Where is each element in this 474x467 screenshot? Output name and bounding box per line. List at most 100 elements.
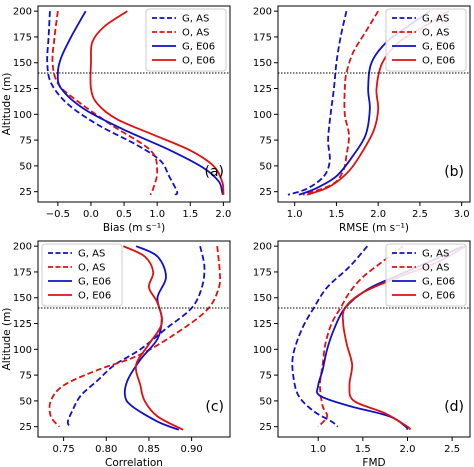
x-tick-label: 2.0 (215, 209, 231, 220)
legend-box (145, 8, 227, 72)
series-line-g-e06 (123, 245, 180, 431)
series-line-o-as (317, 245, 404, 428)
legend-entry: O, AS (422, 28, 449, 39)
x-tick-label: −0.5 (46, 209, 70, 220)
panel-c: 25 50 75 100 125 150 175 200 0.75 0.80 0.85 0.90 Cor… (1, 240, 231, 467)
legend: G, AS O, AS G, E06 O, E06 (385, 243, 467, 307)
legend: G, AS O, AS G, E06 O, E06 (41, 243, 123, 307)
legend-entry: G, AS (422, 14, 449, 25)
x-tick-label: 0.75 (52, 444, 74, 455)
y-tick-label: 125 (13, 319, 32, 330)
y-tick-label: 125 (13, 84, 32, 95)
legend-entry: O, E06 (422, 291, 455, 302)
x-axis-label: Correlation (105, 457, 163, 467)
legend-entry: G, E06 (422, 42, 455, 53)
panel-a: 25 50 75 100 125 150 175 200 −0.5 0.0 0.5 1.0 1.5 2.0… (1, 5, 231, 234)
x-tick-label: 1.0 (310, 444, 326, 455)
series-line-g-as (46, 11, 179, 196)
panel-label: (a) (204, 164, 224, 180)
y-tick-label: 150 (13, 58, 32, 69)
panel-b: 25 50 75 100 125 150 175 200 1.0 1.5 2.0 2.5 3.0 RMSE… (253, 5, 471, 234)
legend-entry: O, E06 (78, 291, 111, 302)
y-tick-label: 50 (19, 396, 32, 407)
x-tick-label: 1.0 (149, 209, 165, 220)
x-tick-label: 1.5 (182, 209, 198, 220)
y-tick-label: 75 (259, 136, 272, 147)
y-tick-label: 175 (253, 267, 272, 278)
y-tick-label: 50 (259, 161, 272, 172)
y-tick-label: 100 (253, 345, 272, 356)
y-tick-label: 50 (259, 396, 272, 407)
series-line-g-as (66, 245, 206, 428)
legend-box (385, 8, 467, 72)
x-axis-label: RMSE (m s⁻¹) (339, 222, 409, 234)
series-line-o-e06 (89, 10, 225, 195)
y-tick-label: 125 (253, 84, 272, 95)
panel-label: (b) (444, 164, 464, 180)
y-tick-label: 25 (259, 187, 272, 198)
x-tick-label: 2.0 (370, 209, 386, 220)
y-tick-label: 100 (13, 345, 32, 356)
y-tick-label: 150 (253, 293, 272, 304)
y-tick-label: 200 (13, 242, 32, 253)
x-tick-label: 2.5 (412, 209, 428, 220)
y-tick-label: 25 (19, 422, 32, 433)
y-tick-label: 75 (19, 371, 32, 382)
y-tick-label: 175 (13, 32, 32, 43)
series-line-o-as (48, 246, 222, 428)
plot-frame (37, 5, 231, 203)
x-tick-label: 0.5 (116, 209, 132, 220)
legend-entry: G, AS (78, 249, 105, 260)
y-tick-label: 150 (13, 293, 32, 304)
legend-entry: G, AS (422, 249, 449, 260)
plot-frame (277, 240, 471, 438)
x-tick-label: 2.5 (444, 444, 460, 455)
series-line-o-e06 (122, 245, 184, 431)
y-tick-label: 25 (19, 187, 32, 198)
x-tick-label: 0.85 (138, 444, 160, 455)
legend-entry: G, E06 (182, 42, 215, 53)
series-group (46, 10, 225, 196)
y-tick-label: 200 (13, 7, 32, 18)
series-line-o-as (51, 11, 159, 196)
y-axis-label: Altitude (m) (1, 73, 13, 136)
x-axis-label: FMD (362, 457, 385, 467)
plot-frame (37, 240, 231, 438)
legend-entry: G, AS (182, 14, 209, 25)
series-line-g-as (287, 10, 348, 196)
y-tick-label: 125 (253, 319, 272, 330)
y-tick-label: 75 (259, 371, 272, 382)
y-tick-label: 150 (253, 58, 272, 69)
legend-box (385, 243, 467, 307)
x-axis-label: Bias (m s⁻¹) (103, 222, 165, 234)
y-tick-label: 25 (259, 422, 272, 433)
series-line-o-as (302, 10, 379, 196)
series-group (48, 245, 222, 431)
x-tick-label: 0.0 (83, 209, 99, 220)
legend-entry: O, AS (422, 263, 449, 274)
y-axis-label: Altitude (m) (1, 308, 13, 371)
x-tick-label: 3.0 (454, 209, 470, 220)
panel-label: (c) (205, 399, 224, 415)
x-tick-label: 1.0 (287, 209, 303, 220)
x-tick-label: 0.80 (95, 444, 117, 455)
legend-entry: O, AS (182, 28, 209, 39)
legend-entry: G, E06 (78, 277, 111, 288)
y-tick-label: 100 (13, 110, 32, 121)
x-tick-label: 0.90 (180, 444, 202, 455)
legend-entry: G, E06 (422, 277, 455, 288)
y-tick-label: 175 (253, 32, 272, 43)
y-tick-label: 75 (19, 136, 32, 147)
y-tick-label: 200 (253, 242, 272, 253)
y-tick-label: 100 (253, 110, 272, 121)
legend-entry: O, E06 (422, 56, 455, 67)
panel-label: (d) (444, 399, 464, 415)
plot-frame (277, 5, 471, 203)
y-tick-label: 175 (13, 267, 32, 278)
legend-entry: O, E06 (182, 56, 215, 67)
x-tick-label: 1.5 (355, 444, 371, 455)
series-line-g-e06 (56, 10, 224, 195)
legend: G, AS O, AS G, E06 O, E06 (385, 8, 467, 72)
series-line-g-as (291, 245, 368, 428)
